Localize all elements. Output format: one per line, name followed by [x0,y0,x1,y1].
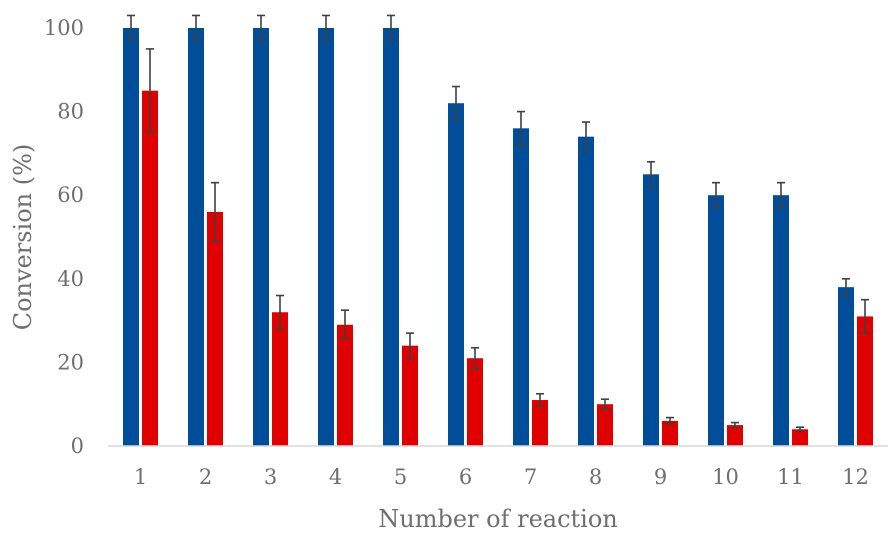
bar-s2-4 [337,324,353,446]
x-tick-label-7: 7 [524,465,537,489]
y-tick-label-20: 20 [57,350,84,374]
x-tick-label-6: 6 [459,465,472,489]
error-bar-s1-11 [777,181,785,209]
bar-s2-6 [467,358,483,446]
error-bar-s2-9 [666,416,674,426]
error-bar-s1-3 [257,14,265,42]
error-bars-layer [127,14,869,433]
x-tick-label-5: 5 [394,465,407,489]
bar-s2-12 [857,316,873,446]
bar-s1-6 [448,103,464,447]
error-bar-s2-6 [471,346,479,370]
x-tick-label-11: 11 [777,465,804,489]
error-bar-s2-10 [731,421,739,429]
error-bar-s2-7 [536,392,544,408]
y-tick-label-0: 0 [71,434,84,458]
bars-layer [123,28,873,447]
x-tick-label-9: 9 [654,465,667,489]
x-tick-label-10: 10 [712,465,739,489]
bar-s1-11 [773,195,789,446]
bar-s1-1 [123,28,139,446]
x-axis-title: Number of reaction [378,505,618,533]
y-axis-ticks: 0 20 40 60 80 100 [44,16,84,458]
bar-s1-10 [708,195,724,446]
error-bar-s1-2 [192,14,200,42]
error-bar-s2-1 [146,48,154,134]
x-tick-label-2: 2 [199,465,212,489]
bar-s1-12 [838,287,854,446]
y-axis-title: Conversion (%) [9,144,37,331]
error-bar-s2-4 [341,309,349,341]
y-tick-label-80: 80 [57,100,84,124]
y-tick-label-100: 100 [44,16,84,40]
error-bar-s1-8 [582,121,590,153]
error-bar-s2-3 [276,294,284,330]
bar-s2-11 [792,429,808,446]
error-bar-s2-12 [861,298,869,334]
error-bar-s1-1 [127,14,135,42]
bar-s2-7 [532,400,548,446]
bar-s2-1 [142,90,158,446]
bar-s2-10 [727,425,743,446]
bar-s2-2 [207,211,223,446]
x-tick-label-4: 4 [329,465,342,489]
bar-s1-3 [253,28,269,446]
bar-s1-4 [318,28,334,446]
y-tick-label-40: 40 [57,267,84,291]
bar-s1-9 [643,174,659,447]
x-tick-label-8: 8 [589,465,602,489]
bar-s2-8 [597,404,613,446]
error-bar-s2-2 [211,181,219,242]
y-tick-label-60: 60 [57,183,84,207]
bar-s2-9 [662,420,678,446]
bar-s1-2 [188,28,204,446]
bar-s2-3 [272,312,288,446]
error-bar-s1-9 [647,160,655,188]
error-bar-s2-8 [601,398,609,411]
x-tick-label-3: 3 [264,465,277,489]
error-bar-s1-12 [842,277,850,297]
error-bar-s1-10 [712,181,720,209]
bar-s1-5 [383,28,399,446]
error-bar-s1-5 [387,14,395,42]
bar-s2-5 [402,345,418,446]
x-tick-label-12: 12 [842,465,869,489]
error-bar-s1-7 [517,110,525,146]
x-tick-label-1: 1 [134,465,147,489]
bar-s1-8 [578,136,594,446]
x-axis-ticks: 1 2 3 4 5 6 7 8 9 10 11 12 [134,465,869,489]
error-bar-s2-5 [406,332,414,360]
bar-s1-7 [513,128,529,446]
error-bar-s2-11 [796,426,804,433]
error-bar-s1-6 [452,85,460,121]
error-bar-s1-4 [322,14,330,42]
